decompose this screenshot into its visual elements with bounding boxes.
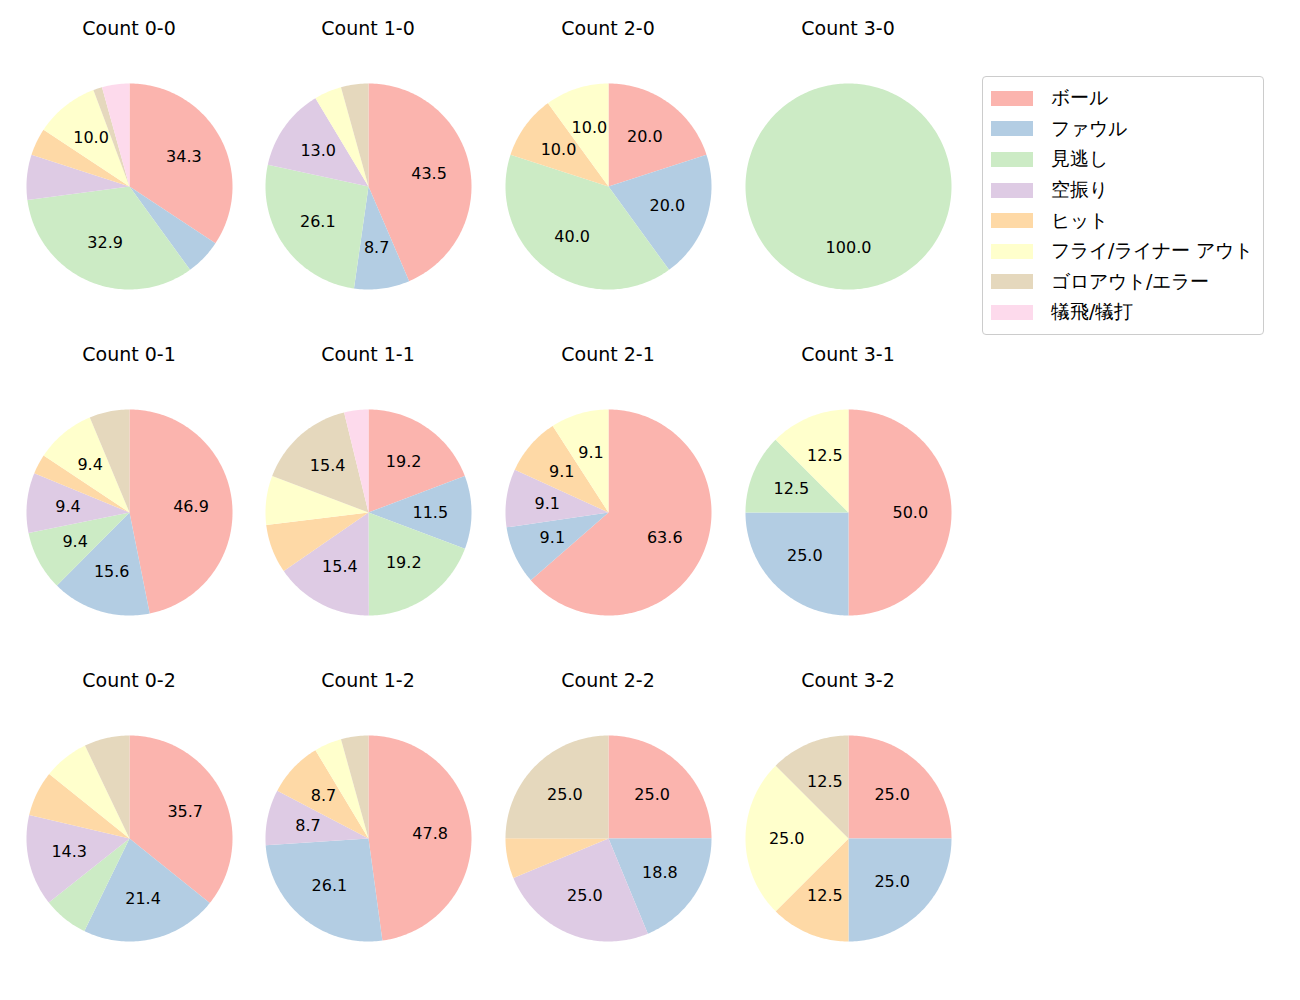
svg-text:9.1: 9.1 [535, 494, 560, 513]
svg-text:20.0: 20.0 [649, 196, 685, 215]
html-text:Count 3-2: Count 3-2 [801, 669, 895, 691]
svg-text:12.5: 12.5 [774, 479, 810, 498]
svg-text:15.4: 15.4 [322, 557, 358, 576]
html-text:Count 2-0: Count 2-0 [561, 17, 655, 39]
svg-text:25.0: 25.0 [874, 785, 910, 804]
svg-text:25.0: 25.0 [567, 886, 603, 905]
svg-text:8.7: 8.7 [295, 816, 320, 835]
svg-text:19.2: 19.2 [386, 553, 422, 572]
svg-text:12.5: 12.5 [807, 446, 843, 465]
svg-text:25.0: 25.0 [634, 785, 670, 804]
svg-text:12.5: 12.5 [807, 772, 843, 791]
html-text:Count 2-2: Count 2-2 [561, 669, 655, 691]
html-text:Count 2-1: Count 2-1 [561, 343, 655, 365]
svg-text:26.1: 26.1 [312, 876, 348, 895]
svg-text:10.0: 10.0 [73, 128, 109, 147]
svg-text:12.5: 12.5 [807, 886, 843, 905]
svg-text:9.1: 9.1 [540, 528, 565, 547]
html-text:Count 1-1: Count 1-1 [321, 343, 415, 365]
svg-text:9.4: 9.4 [77, 455, 102, 474]
svg-text:8.7: 8.7 [311, 786, 336, 805]
svg-text:32.9: 32.9 [87, 233, 123, 252]
html-text:ヒット: ヒット [1051, 208, 1108, 231]
svg-text:19.2: 19.2 [386, 452, 422, 471]
svg-text:20.0: 20.0 [627, 127, 663, 146]
svg-text:15.6: 15.6 [94, 562, 130, 581]
html-text:フライ/ライナー アウト: フライ/ライナー アウト [1051, 239, 1254, 262]
svg-text:25.0: 25.0 [874, 872, 910, 891]
svg-text:40.0: 40.0 [554, 227, 590, 246]
svg-text:11.5: 11.5 [412, 503, 448, 522]
svg-text:43.5: 43.5 [411, 164, 447, 183]
html-text:Count 3-1: Count 3-1 [801, 343, 895, 365]
svg-text:10.0: 10.0 [541, 140, 577, 159]
svg-text:18.8: 18.8 [642, 863, 678, 882]
html-text:Count 1-2: Count 1-2 [321, 669, 415, 691]
svg-text:100.0: 100.0 [826, 238, 872, 257]
html-text:ボール: ボール [1051, 86, 1108, 109]
svg-text:25.0: 25.0 [547, 785, 583, 804]
html-text:ゴロアウト/エラー: ゴロアウト/エラー [1051, 269, 1210, 292]
svg-text:9.1: 9.1 [549, 462, 574, 481]
svg-text:15.4: 15.4 [310, 456, 346, 475]
svg-text:13.0: 13.0 [300, 141, 336, 160]
svg-text:25.0: 25.0 [787, 546, 823, 565]
svg-text:10.0: 10.0 [572, 118, 608, 137]
svg-text:21.4: 21.4 [125, 889, 161, 908]
svg-text:9.4: 9.4 [62, 532, 87, 551]
svg-text:26.1: 26.1 [300, 212, 336, 231]
html-text:ファウル: ファウル [1051, 116, 1127, 139]
html-text:犠飛/犠打: 犠飛/犠打 [1051, 300, 1134, 323]
html-text:Count 0-2: Count 0-2 [82, 669, 176, 691]
svg-text:9.1: 9.1 [578, 443, 603, 462]
html-text:Count 0-1: Count 0-1 [82, 343, 176, 365]
html-text:Count 0-0: Count 0-0 [82, 17, 176, 39]
svg-text:35.7: 35.7 [167, 802, 203, 821]
html-text:見逃し: 見逃し [1051, 147, 1108, 170]
svg-text:50.0: 50.0 [892, 503, 928, 522]
html-text:Count 3-0: Count 3-0 [801, 17, 895, 39]
html-text:空振り: 空振り [1051, 178, 1108, 201]
svg-text:14.3: 14.3 [51, 842, 87, 861]
html-text:Count 1-0: Count 1-0 [321, 17, 415, 39]
svg-text:34.3: 34.3 [166, 147, 202, 166]
svg-text:8.7: 8.7 [364, 238, 389, 257]
svg-text:46.9: 46.9 [173, 497, 209, 516]
svg-text:25.0: 25.0 [769, 829, 805, 848]
svg-text:9.4: 9.4 [55, 497, 80, 516]
svg-text:47.8: 47.8 [412, 824, 448, 843]
svg-text:63.6: 63.6 [647, 528, 683, 547]
